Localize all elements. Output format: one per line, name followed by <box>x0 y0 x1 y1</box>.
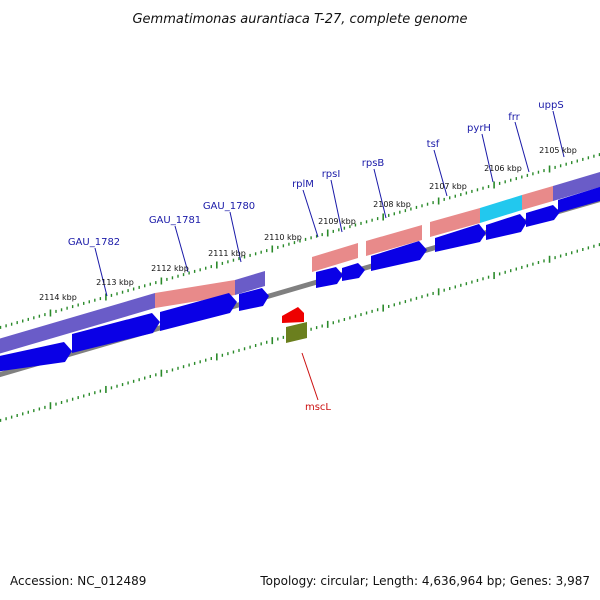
feature-bar-gau1781[interactable] <box>155 280 235 308</box>
cds-arrow-tsf[interactable] <box>435 224 486 252</box>
leader-mscl <box>301 352 319 401</box>
cds-arrow-gau1780[interactable] <box>239 288 269 311</box>
accession-text: Accession: NC_012489 <box>10 574 146 588</box>
scale-label-2112: 2112 kbp <box>151 264 189 273</box>
scale-label-2113: 2113 kbp <box>96 278 134 287</box>
leader-gau1782 <box>94 247 108 297</box>
cds-arrow-pyrh[interactable] <box>486 214 527 240</box>
scale-label-2110: 2110 kbp <box>264 233 302 242</box>
feature-bars <box>0 172 600 355</box>
cds-arrow-mscl[interactable] <box>282 307 304 323</box>
scale-label-2111: 2111 kbp <box>208 249 246 258</box>
feature-bar-frr[interactable] <box>522 186 553 210</box>
gene-label-upps[interactable]: uppS <box>538 100 563 111</box>
leader-pyrh <box>481 133 494 183</box>
gene-leader-lines <box>94 110 565 297</box>
feature-bar-pyrh[interactable] <box>480 195 522 223</box>
cds-arrow-frr[interactable] <box>526 205 560 227</box>
scale-label-2105: 2105 kbp <box>539 146 577 155</box>
leader-rplm <box>302 189 319 238</box>
feature-bar-tsf[interactable] <box>430 208 480 237</box>
cds-arrow-rpsb[interactable] <box>371 241 427 271</box>
scale-label-2114: 2114 kbp <box>39 293 77 302</box>
gene-label-gau1781[interactable]: GAU_1781 <box>149 215 201 226</box>
cds-arrow[interactable] <box>0 342 72 372</box>
gene-label-rplm[interactable]: rplM <box>292 179 314 190</box>
feature-bar-gau1782[interactable] <box>70 293 155 333</box>
upper-scale-ticks <box>0 153 600 329</box>
cds-arrow-rpsi[interactable] <box>342 263 365 281</box>
gene-label-pyrh[interactable]: pyrH <box>467 123 491 134</box>
cds-arrow-gau1781[interactable] <box>160 293 237 331</box>
cds-arrow-upps[interactable] <box>558 186 600 213</box>
leader-upps <box>552 110 565 158</box>
feature-bar-gau1780[interactable] <box>235 271 265 295</box>
feature-bar-rplm[interactable] <box>312 243 358 272</box>
leader-rpsb <box>373 168 387 219</box>
scale-labels: 2114 kbp 2113 kbp 2112 kbp 2111 kbp 2110… <box>39 146 577 302</box>
leader-tsf <box>433 149 448 197</box>
leader-frr <box>514 121 530 173</box>
gene-label-gau1782[interactable]: GAU_1782 <box>68 237 120 248</box>
leader-gau1780 <box>229 211 242 263</box>
scale-label-2106: 2106 kbp <box>484 164 522 173</box>
scale-label-2107: 2107 kbp <box>429 182 467 191</box>
genome-summary-text: Topology: circular; Length: 4,636,964 bp… <box>259 574 590 588</box>
feature-bar-mscl[interactable] <box>286 322 307 343</box>
scale-label-2109: 2109 kbp <box>318 217 356 226</box>
map-title: Gemmatimonas aurantiaca T-27, complete g… <box>132 12 467 27</box>
gene-label-rpsb[interactable]: rpsB <box>362 158 385 169</box>
feature-bar-upps[interactable] <box>553 172 600 201</box>
gene-label-rpsi[interactable]: rpsI <box>322 169 341 180</box>
feature-bar[interactable] <box>0 318 70 355</box>
cds-arrows <box>0 186 600 372</box>
gene-label-mscl[interactable]: mscL <box>305 402 331 413</box>
gene-labels: GAU_1782 GAU_1781 GAU_1780 rplM rpsI rps… <box>68 100 564 248</box>
gene-label-tsf[interactable]: tsf <box>427 139 440 150</box>
feature-bar-rpsb[interactable] <box>366 225 422 256</box>
leader-gau1781 <box>174 225 189 273</box>
gene-label-gau1780[interactable]: GAU_1780 <box>203 201 255 212</box>
gene-label-frr[interactable]: frr <box>508 112 520 123</box>
scale-label-2108: 2108 kbp <box>373 200 411 209</box>
cds-arrow-gau1782[interactable] <box>72 313 160 353</box>
leader-rpsi <box>330 179 343 233</box>
cds-arrow-rplm[interactable] <box>316 267 343 288</box>
lower-scale-ticks <box>0 243 600 422</box>
